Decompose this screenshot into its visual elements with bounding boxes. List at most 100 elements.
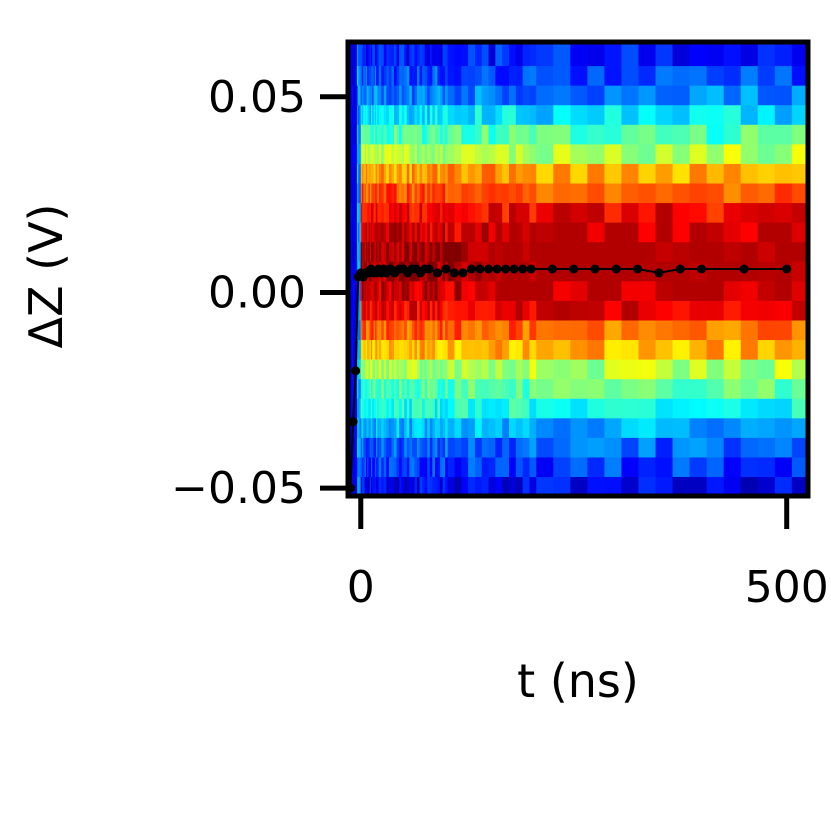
heatmap-cell	[365, 456, 368, 478]
heatmap-cell	[495, 359, 503, 380]
heatmap-cell	[774, 42, 793, 67]
heatmap-cell	[587, 42, 606, 67]
heatmap-cell	[365, 300, 368, 321]
heatmap-cell	[432, 65, 436, 86]
heatmap-cell	[383, 359, 387, 380]
heatmap-cell	[354, 456, 357, 478]
heatmap-cell	[454, 202, 462, 223]
heatmap-cell	[488, 124, 496, 145]
heatmap-cell	[360, 437, 363, 458]
heatmap-cell	[369, 300, 372, 321]
heatmap-cell	[404, 378, 408, 399]
heatmap-cell	[367, 85, 370, 106]
heatmap-cell	[434, 359, 439, 380]
heatmap-cell	[495, 280, 503, 301]
heatmap-cell	[445, 65, 449, 86]
heatmap-cell	[434, 398, 439, 419]
heatmap-cell	[417, 222, 421, 243]
heatmap-cell	[434, 241, 439, 262]
x-tick-label: 0	[347, 562, 375, 613]
series-point	[518, 264, 528, 274]
heatmap-cell	[399, 222, 403, 243]
heatmap-cell	[371, 417, 373, 438]
heatmap-cell	[706, 163, 725, 184]
heatmap-cell	[354, 398, 357, 419]
heatmap-cell	[371, 241, 373, 262]
heatmap-cell	[383, 437, 387, 458]
heatmap-cell	[373, 339, 376, 360]
heatmap-cell	[461, 456, 469, 478]
heatmap-cell	[354, 417, 357, 438]
heatmap-cell	[372, 319, 375, 341]
heatmap-cell	[381, 85, 385, 106]
heatmap-cell	[522, 319, 531, 341]
heatmap-cell	[417, 300, 421, 321]
heatmap-cell	[411, 124, 416, 145]
heatmap-cell	[440, 437, 444, 458]
heatmap-cell	[447, 300, 456, 321]
heatmap-cell	[359, 417, 362, 438]
heatmap-cell	[401, 378, 405, 399]
heatmap-cell	[553, 222, 571, 243]
heatmap-cell	[621, 339, 640, 360]
heatmap-cell	[359, 280, 362, 301]
heatmap-cell	[388, 280, 393, 301]
heatmap-cell	[422, 417, 426, 438]
heatmap-cell	[404, 241, 408, 262]
heatmap-cell	[553, 65, 571, 86]
heatmap-cell	[468, 319, 476, 341]
heatmap-cell	[376, 163, 378, 184]
heatmap-cell	[587, 182, 606, 204]
heatmap-cell	[570, 437, 588, 458]
heatmap-cell	[409, 280, 413, 301]
heatmap-cell	[353, 163, 355, 184]
heatmap-cell	[377, 222, 380, 243]
heatmap-cell	[369, 456, 372, 478]
heatmap-cell	[440, 143, 444, 164]
heatmap-cell	[399, 65, 403, 86]
heatmap-cell	[373, 476, 376, 496]
heatmap-cell	[791, 124, 808, 145]
heatmap-cell	[723, 280, 742, 301]
heatmap-cell	[371, 104, 373, 125]
heatmap-cell	[376, 42, 378, 67]
heatmap-cell	[419, 456, 423, 478]
heatmap-cell	[587, 456, 606, 478]
heatmap-cell	[358, 456, 361, 478]
heatmap-cell	[655, 202, 674, 223]
series-point	[441, 264, 451, 274]
heatmap-cell	[363, 241, 366, 262]
heatmap-cell	[396, 300, 400, 321]
heatmap-cell	[553, 319, 571, 341]
heatmap-cell	[432, 398, 436, 419]
heatmap-cell	[488, 42, 496, 67]
heatmap-cell	[689, 378, 708, 399]
heatmap-cell	[422, 319, 426, 341]
heatmap-cell	[454, 104, 462, 125]
heatmap-cell	[365, 359, 368, 380]
heatmap-cell	[419, 476, 423, 496]
heatmap-cell	[672, 143, 691, 164]
heatmap-cell	[351, 222, 354, 243]
heatmap-cell	[429, 417, 433, 438]
heatmap-cell	[432, 42, 436, 67]
heatmap-cell	[495, 319, 503, 341]
heatmap-cell	[373, 65, 376, 86]
heatmap-cell	[468, 476, 476, 496]
heatmap-cell	[376, 339, 378, 360]
heatmap-cell	[509, 143, 517, 164]
heatmap-cell	[365, 124, 368, 145]
heatmap-cell	[350, 143, 353, 164]
heatmap-cell	[502, 65, 510, 86]
heatmap-cell	[474, 124, 483, 145]
heatmap-cell	[419, 319, 423, 341]
heatmap-cell	[553, 202, 571, 223]
heatmap-cell	[481, 359, 490, 380]
heatmap-cell	[365, 222, 368, 243]
heatmap-cell	[672, 359, 691, 380]
heatmap-cell	[434, 378, 439, 399]
heatmap-cell	[706, 42, 725, 67]
heatmap-cell	[437, 104, 441, 125]
heatmap-cell	[515, 456, 524, 478]
heatmap-cell	[369, 182, 372, 204]
